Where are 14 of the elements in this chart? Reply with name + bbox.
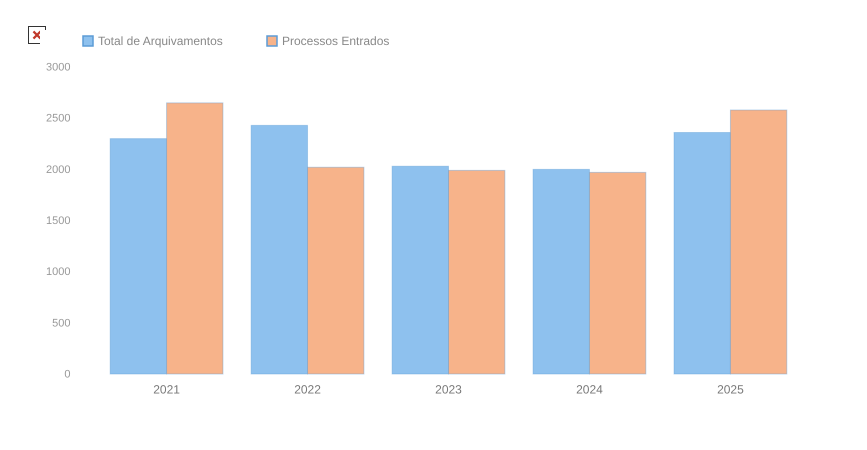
- y-tick-label: 2000: [46, 164, 70, 176]
- x-tick-label: 2022: [294, 382, 322, 396]
- x-tick-label: 2024: [576, 382, 604, 396]
- y-tick-label: 500: [52, 317, 70, 330]
- y-tick-label: 0: [64, 368, 70, 380]
- x-tick-label: 2025: [717, 382, 744, 396]
- y-tick-label: 2500: [46, 112, 70, 125]
- y-tick-label: 1000: [46, 266, 70, 278]
- y-tick-label: 1500: [46, 215, 70, 227]
- legend-label: Total de Arquivamentos: [98, 34, 223, 48]
- x-tick-label: 2021: [153, 382, 180, 396]
- x-tick-label: 2023: [435, 382, 462, 396]
- y-tick-label: 3000: [46, 62, 70, 74]
- legend-label: Processos Entrados: [282, 34, 390, 48]
